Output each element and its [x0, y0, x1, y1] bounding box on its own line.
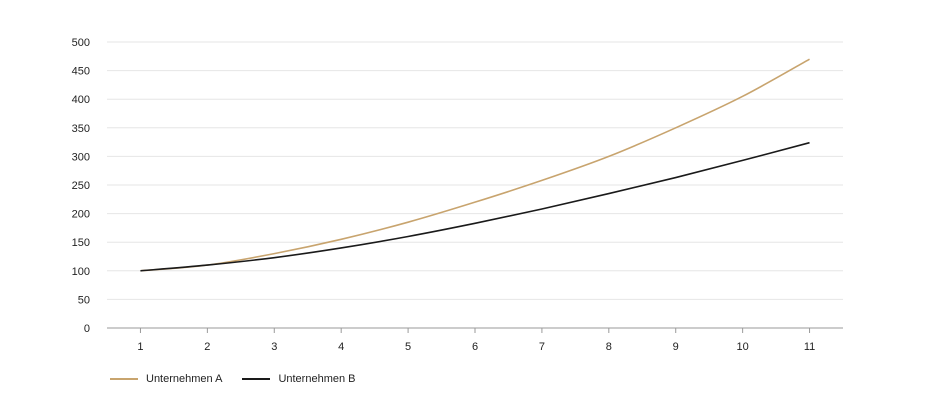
y-tick-label: 400	[72, 94, 90, 106]
y-axis-ticks: 0 50 100 150 200 250 300 350 400 450 500	[72, 37, 90, 335]
x-tick-label: 4	[338, 341, 344, 353]
y-tick-label: 300	[72, 151, 90, 163]
x-tick-label: 3	[271, 341, 277, 353]
legend: Unternehmen A Unternehmen B	[110, 373, 355, 385]
legend-label-unternehmen-a: Unternehmen A	[146, 373, 223, 385]
series-line-unternehmen-a	[140, 58, 810, 272]
gridlines	[107, 41, 843, 300]
x-tick-label: 7	[539, 341, 545, 353]
x-tick-label: 11	[804, 341, 815, 353]
legend-label-unternehmen-b: Unternehmen B	[278, 373, 356, 385]
y-tick-label: 150	[72, 237, 90, 249]
x-axis-ticks: 1 2 3 4 5 6 7 8 9 10 11	[137, 328, 815, 353]
y-tick-label: 0	[84, 323, 90, 335]
legend-swatch-unternehmen-b	[242, 378, 271, 380]
y-tick-label: 50	[78, 294, 90, 306]
series-lines	[140, 58, 810, 272]
y-tick-label: 350	[72, 123, 90, 135]
legend-item-unternehmen-a: Unternehmen A	[110, 373, 222, 385]
legend-item-unternehmen-b: Unternehmen B	[242, 373, 355, 385]
y-tick-label: 200	[72, 209, 90, 221]
legend-swatch-unternehmen-a	[110, 378, 138, 380]
x-tick-label: 6	[472, 341, 478, 353]
series-line-unternehmen-b	[140, 141, 810, 272]
x-tick-label: 10	[737, 341, 749, 353]
x-tick-label: 2	[204, 341, 210, 353]
y-tick-label: 100	[72, 266, 90, 278]
x-tick-label: 8	[606, 341, 612, 353]
y-tick-label: 500	[72, 37, 90, 49]
x-tick-label: 1	[137, 341, 143, 353]
y-tick-label: 450	[72, 66, 90, 78]
y-tick-label: 250	[72, 180, 90, 192]
x-tick-label: 5	[405, 341, 411, 353]
x-tick-label: 9	[673, 341, 679, 353]
